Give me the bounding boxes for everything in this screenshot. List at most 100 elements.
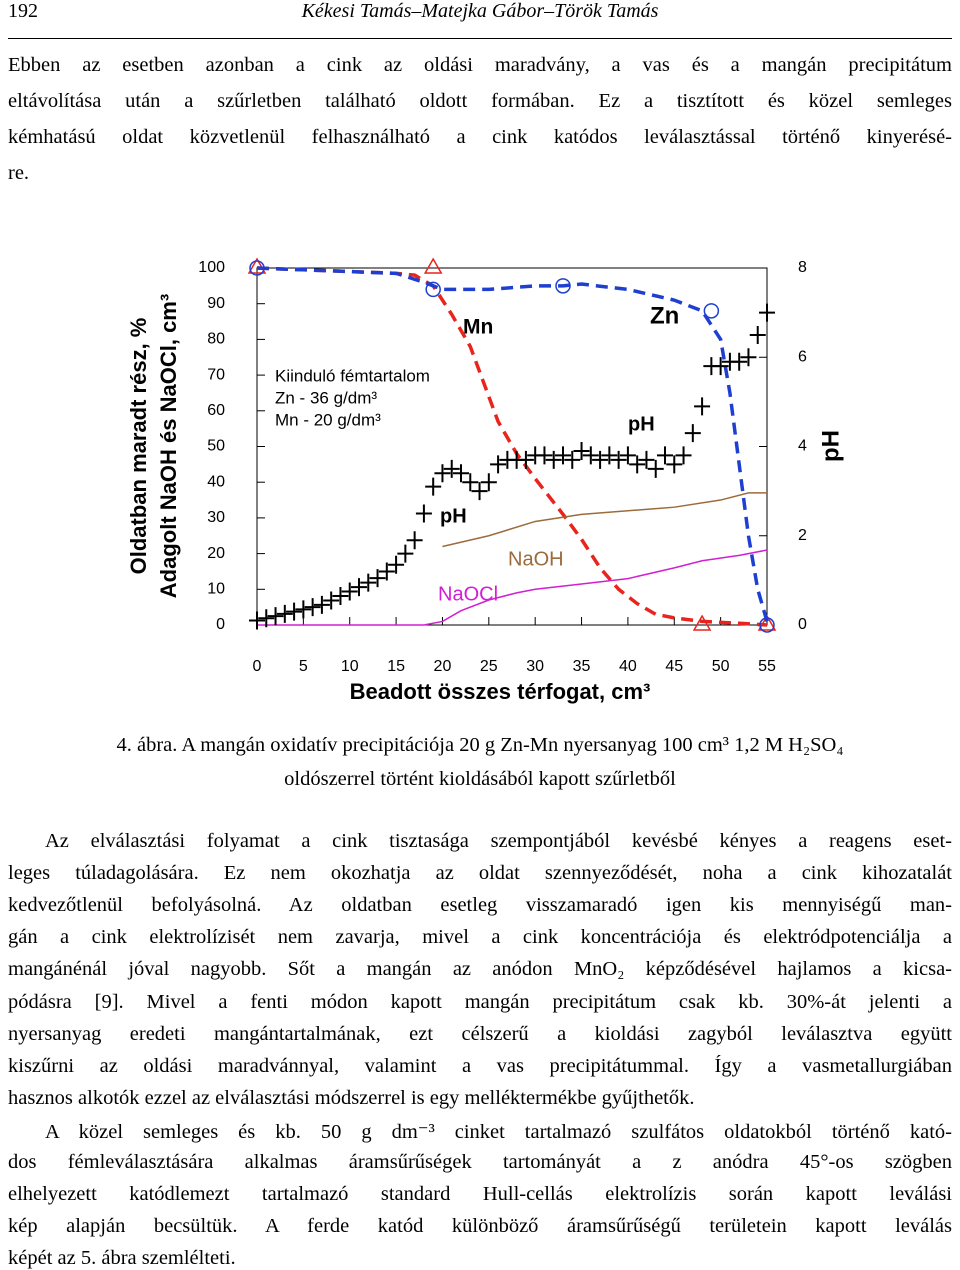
marker: [740, 348, 757, 367]
marker: [351, 578, 367, 597]
marker: [610, 450, 627, 469]
marker: [341, 582, 358, 601]
marker: [692, 614, 712, 631]
marker: [573, 441, 590, 460]
y2-tick-label: 0: [798, 616, 807, 633]
x-tick-label: 25: [480, 658, 498, 675]
x-tick-label: 30: [526, 658, 544, 675]
marker: [749, 325, 766, 344]
annotation: pH: [440, 505, 467, 527]
y2-tick-label: 2: [798, 527, 807, 544]
annotation: Kiinduló fémtartalom: [275, 366, 430, 385]
marker: [675, 446, 692, 465]
marker: [249, 260, 265, 276]
marker: [295, 600, 312, 619]
marker: [276, 604, 293, 623]
y-axis-label: Adagolt NaOH és NaOCl, cm³: [156, 294, 181, 598]
marker: [267, 607, 284, 626]
marker: [601, 446, 618, 465]
series-line: [256, 266, 768, 627]
series-label: Zn: [650, 302, 679, 329]
marker: [490, 455, 507, 474]
caption-line: oldószerrel történt kioldásából kapott s…: [284, 768, 676, 790]
marker: [425, 477, 442, 496]
page: 192 Kékesi Tamás–Matejka Gábor–Török Tam…: [8, 0, 952, 1270]
marker: [564, 450, 581, 469]
marker: [249, 611, 265, 630]
x-tick-label: 10: [341, 658, 359, 675]
y2-tick-label: 8: [798, 259, 807, 276]
marker: [555, 446, 571, 465]
x-tick-label: 5: [299, 658, 308, 675]
series-line: [256, 266, 769, 622]
x-tick-label: 35: [573, 658, 591, 675]
paragraph-line: dos fémleválasztására alkalmas áramsűrűs…: [8, 1151, 952, 1173]
marker: [647, 459, 664, 478]
marker: [453, 464, 469, 483]
y-tick-label: 20: [207, 545, 225, 562]
marker: [703, 303, 720, 319]
marker: [434, 464, 451, 483]
marker: [406, 531, 423, 550]
annotation: Mn - 20 g/dm³: [275, 410, 381, 429]
marker: [712, 357, 729, 376]
marker: [694, 397, 711, 416]
paragraph-line: gán a cink elektrolízisét nem zavarja, m…: [8, 926, 952, 949]
marker: [545, 450, 562, 469]
series-label: Mn: [463, 316, 493, 339]
marker: [759, 617, 775, 633]
y-tick-label: 70: [207, 366, 225, 383]
header-rule: [8, 38, 952, 39]
marker: [423, 257, 443, 274]
marker: [397, 544, 414, 563]
paragraph-line: hasznos alkotók ezzel az elválasztási mó…: [8, 1086, 695, 1109]
paragraph-line: elhelyezett katódlemezt tartalmazó stand…: [8, 1183, 952, 1206]
plot-frame: [256, 267, 768, 626]
marker: [582, 446, 599, 465]
marker: [684, 424, 701, 443]
paragraph-line: mangánénál jóval nagyobb. Sőt a mangán a…: [8, 958, 952, 981]
y-tick-label: 10: [207, 581, 225, 598]
marker: [378, 562, 395, 581]
y-tick-label: 50: [207, 438, 225, 455]
y-tick-label: 100: [198, 259, 225, 276]
marker: [555, 278, 571, 294]
marker: [369, 569, 386, 588]
marker: [462, 473, 479, 492]
paragraph-line: A közel semleges és kb. 50 g dm⁻³ cinket…: [45, 1120, 952, 1143]
y-tick-label: 0: [216, 616, 225, 633]
marker: [759, 303, 775, 322]
paragraph-line: pódásra [9]. Mivel a fenti módon kapott …: [8, 990, 952, 1013]
series-line: [257, 549, 768, 626]
marker: [313, 595, 330, 614]
paragraph-line: kedvezőtlenül befolyásolná. Az oldatban …: [8, 894, 952, 917]
series-label: NaOCl: [438, 583, 498, 605]
marker: [332, 586, 349, 605]
x-tick-label: 40: [619, 658, 637, 675]
marker: [258, 609, 275, 628]
y2-tick-label: 4: [798, 438, 807, 455]
y-tick-label: 30: [207, 509, 225, 526]
y2-axis-label: pH: [817, 430, 844, 462]
x-tick-label: 15: [387, 658, 405, 675]
paragraph-line: kiszűrni az oldási maradvánnyal, valamin…: [8, 1054, 952, 1077]
y-tick-label: 40: [207, 473, 225, 490]
y-tick-label: 90: [207, 295, 225, 312]
marker: [536, 446, 553, 465]
marker: [757, 614, 777, 631]
marker: [286, 602, 303, 621]
marker: [471, 482, 488, 501]
marker: [592, 450, 609, 469]
page-number: 192: [8, 0, 38, 22]
x-tick-label: 45: [665, 658, 683, 675]
marker: [666, 455, 683, 474]
y-tick-label: 80: [207, 331, 225, 348]
paragraph-line: Ebben az esetben azonban a cink az oldás…: [8, 54, 952, 76]
x-tick-label: 0: [253, 658, 262, 675]
paragraph-line: kémhatású oldat közvetlenül felhasználha…: [8, 126, 952, 148]
series-label: pH: [628, 413, 655, 435]
marker: [517, 450, 534, 469]
x-tick-label: 20: [434, 658, 452, 675]
series-line: [442, 492, 767, 548]
